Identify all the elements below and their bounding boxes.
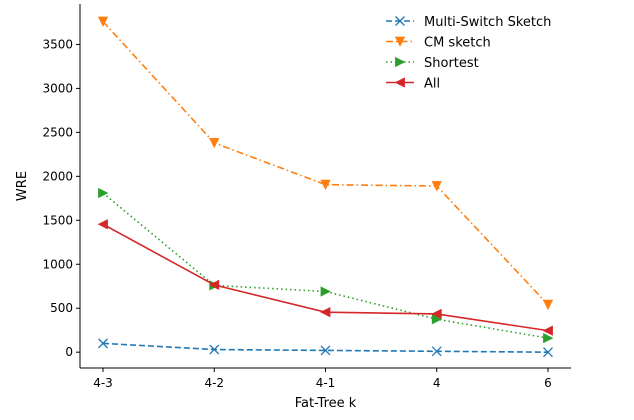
legend-item-multi-switch-sketch: Multi-Switch Sketch	[386, 15, 551, 30]
y-tick-label: 1500	[42, 213, 73, 227]
data-point-all	[208, 279, 220, 291]
legend-item-all: All	[386, 77, 440, 92]
x-tick-label: 6	[544, 376, 552, 390]
legend-marker-all-icon	[394, 77, 405, 88]
y-axis-ticks: 0 500 1000 1500 2000 2500 3000 3500	[42, 37, 80, 359]
y-tick-label: 3000	[42, 81, 73, 95]
series-line-cm-sketch	[102, 21, 549, 306]
x-axis-ticks: 4-3 4-2 4-1 4 6	[93, 368, 552, 390]
series-line-shortest	[102, 192, 549, 339]
x-tick-label: 4	[433, 376, 441, 390]
series-shortest	[98, 187, 554, 344]
legend-label: Shortest	[424, 56, 479, 71]
y-tick-label: 1000	[42, 257, 73, 271]
data-point-cm-sketch	[542, 299, 554, 311]
x-tick-label: 4-1	[316, 376, 336, 390]
x-tick-label: 4-2	[204, 376, 224, 390]
legend-label: CM sketch	[424, 36, 491, 51]
data-point-cm-sketch	[431, 181, 442, 192]
data-point-cm-sketch	[320, 179, 331, 191]
series-layer	[97, 16, 554, 358]
legend: Multi-Switch Sketch CM sketch Shortest All	[386, 15, 551, 92]
series-cm-sketch	[97, 16, 554, 311]
y-axis-label: WRE	[15, 171, 30, 201]
data-point-all	[320, 307, 331, 318]
data-point-all	[97, 219, 108, 230]
data-point-all	[542, 325, 553, 336]
data-point-shortest	[543, 332, 554, 344]
legend-label: All	[424, 77, 440, 92]
data-point-all	[431, 308, 442, 320]
data-point-multi-switch-sketch	[98, 338, 108, 349]
data-point-shortest	[98, 187, 109, 199]
data-point-cm-sketch	[209, 138, 220, 149]
legend-item-cm-sketch: CM sketch	[386, 36, 491, 51]
y-tick-label: 500	[50, 301, 73, 315]
y-tick-label: 2000	[42, 169, 73, 183]
series-all	[97, 219, 553, 336]
data-point-shortest	[431, 314, 443, 325]
data-point-shortest	[320, 286, 331, 297]
legend-marker-multi-switch-sketch-icon	[395, 16, 405, 26]
legend-label: Multi-Switch Sketch	[424, 15, 551, 30]
legend-item-shortest: Shortest	[386, 56, 479, 71]
data-point-multi-switch-sketch	[320, 345, 331, 356]
series-multi-switch-sketch	[98, 338, 553, 358]
series-line-multi-switch-sketch	[102, 342, 549, 353]
data-point-multi-switch-sketch	[431, 346, 442, 357]
data-point-multi-switch-sketch	[209, 344, 220, 355]
y-tick-label: 2500	[42, 125, 73, 139]
x-axis-label: Fat-Tree k	[295, 396, 357, 411]
y-tick-label: 0	[65, 345, 73, 359]
x-tick-label: 4-3	[93, 376, 113, 390]
legend-marker-cm-sketch-icon	[394, 36, 406, 47]
legend-marker-shortest-icon	[395, 56, 406, 68]
data-point-multi-switch-sketch	[543, 347, 553, 358]
data-point-cm-sketch	[97, 16, 109, 27]
y-tick-label: 3500	[42, 37, 73, 51]
